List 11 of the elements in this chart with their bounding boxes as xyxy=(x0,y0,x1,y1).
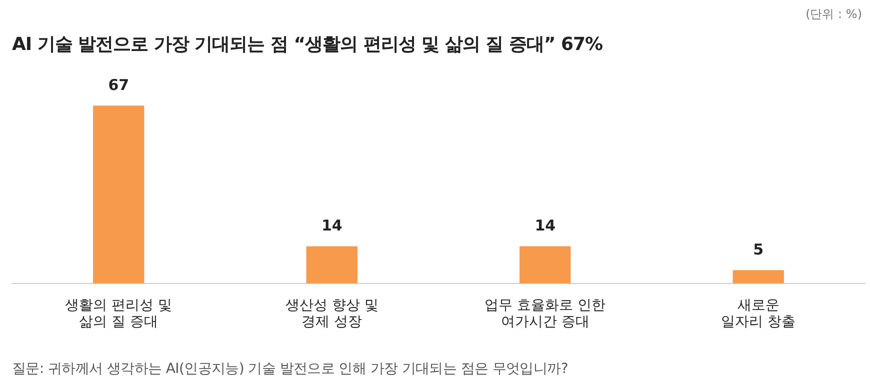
data-label: 14 xyxy=(534,216,556,235)
x-tick-label: 생활의 편리성 및 삶의 질 증대 xyxy=(65,297,172,330)
x-tick-label: 새로운 일자리 창출 xyxy=(721,297,796,330)
x-tick-label: 생산성 향상 및 경제 성장 xyxy=(285,297,378,330)
data-label: 67 xyxy=(108,76,130,94)
data-label: 14 xyxy=(321,216,342,235)
x-tick-label: 업무 효율화로 인한 여가시간 증대 xyxy=(484,297,606,330)
chart-title: AI 기술 발전으로 가장 기대되는 점 “생활의 편리성 및 삶의 질 증대” 67% xyxy=(12,33,603,56)
text: (단위 : %) xyxy=(806,6,862,23)
text: 질문: 귀하께서 생각하는 AI(인공지능) 기술 발전으로 인해 가장 기대되는 점은 무엇입니까? xyxy=(12,360,568,378)
data-label: 5 xyxy=(753,240,764,259)
